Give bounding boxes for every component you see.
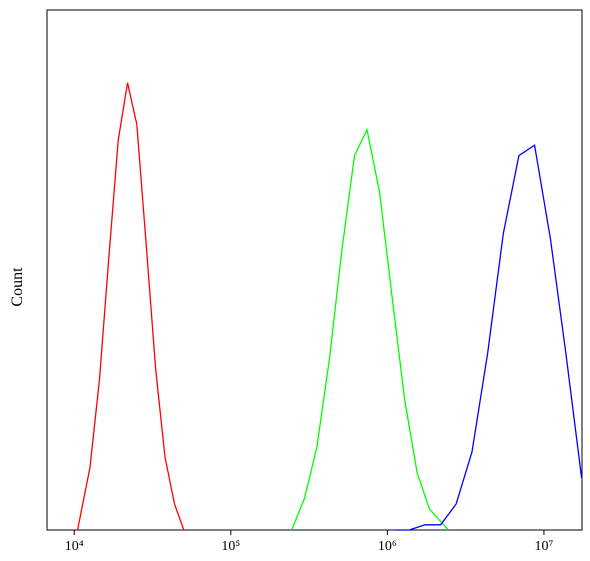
x-tick-label: 10⁵ xyxy=(221,539,240,554)
x-tick-label: 10⁴ xyxy=(65,539,84,554)
x-tick-label: 10⁶ xyxy=(378,539,397,554)
plot-frame xyxy=(46,9,583,531)
x-tick-label: 10⁷ xyxy=(535,539,554,554)
histogram-line xyxy=(76,82,185,531)
y-axis-label: Count xyxy=(9,267,26,307)
histogram-line xyxy=(291,127,449,531)
histogram-line xyxy=(393,144,583,531)
